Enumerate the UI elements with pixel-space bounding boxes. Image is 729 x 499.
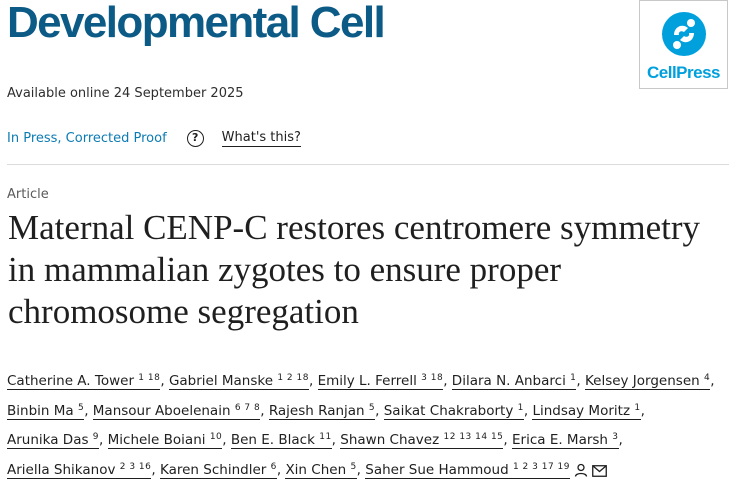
author-name-link[interactable]: Dilara N. Anbarci 1 (451, 373, 577, 390)
author-affiliation-numbers: 4 (704, 373, 711, 383)
author-item: Rajesh Ranjan 5, (268, 402, 380, 420)
author-affiliation-numbers: 3 (612, 432, 619, 442)
author-name-link[interactable]: Gabriel Manske 1 2 18 (168, 373, 309, 390)
author-name-link[interactable]: Rajesh Ranjan 5 (268, 402, 376, 420)
author-item: Shawn Chavez 12 13 14 15, (340, 432, 508, 449)
author-item: Ben E. Black 11, (230, 432, 336, 449)
author-affiliation-numbers: 5 (368, 402, 376, 413)
article-status-row: In Press, Corrected Proof ? What's this? (7, 127, 301, 149)
author-name-link[interactable]: Catherine A. Tower 1 18 (7, 373, 161, 390)
author-item: Arunika Das 9, (7, 432, 103, 449)
author-affiliation-numbers: 1 2 3 17 19 (512, 461, 570, 472)
author-name-link[interactable]: Karen Schindler 6 (159, 461, 277, 479)
author-name-link[interactable]: Saikat Chakraborty 1 (383, 402, 524, 420)
author-affiliation-numbers: 1 2 18 (277, 373, 309, 383)
author-item: Kelsey Jorgensen 4, (584, 373, 715, 390)
author-item: Dilara N. Anbarci 1, (451, 373, 581, 390)
author-separator: , (640, 402, 645, 419)
cellpress-mark-icon (662, 12, 706, 56)
author-separator: , (160, 373, 165, 389)
author-affiliation-numbers: 3 18 (421, 373, 444, 383)
availability-date: Available online 24 September 2025 (7, 86, 244, 101)
author-item: Xin Chen 5, (285, 461, 361, 479)
author-name-link[interactable]: Binbin Ma 5 (7, 402, 85, 420)
author-name-link[interactable]: Michele Boiani 10 (107, 432, 223, 449)
author-affiliation-numbers: 12 13 14 15 (443, 432, 504, 442)
author-separator: , (503, 432, 508, 448)
article-title: Maternal CENP-C restores centromere symm… (8, 208, 701, 331)
author-name-link[interactable]: Saher Sue Hammoud 1 2 3 17 19 (365, 461, 570, 479)
author-name-link[interactable]: Lindsay Moritz 1 (532, 402, 641, 420)
author-item: Catherine A. Tower 1 18, (7, 373, 165, 390)
author-affiliation-numbers: 1 18 (138, 373, 161, 383)
author-separator: , (276, 461, 282, 478)
author-affiliation-numbers: 1 (517, 402, 524, 413)
author-name-link[interactable]: Emily L. Ferrell 3 18 (317, 373, 444, 390)
person-icon[interactable] (574, 460, 588, 487)
in-press-link[interactable]: In Press, Corrected Proof (7, 130, 167, 146)
article-type: Article (7, 187, 49, 202)
author-affiliation-numbers: 9 (92, 432, 100, 442)
author-item: Ariella Shikanov 2 3 16, (7, 461, 156, 479)
author-item: Saikat Chakraborty 1, (383, 402, 529, 420)
author-name-link[interactable]: Kelsey Jorgensen 4 (584, 373, 711, 390)
author-separator: , (331, 432, 336, 448)
author-name-link[interactable]: Ben E. Black 11 (230, 432, 332, 449)
author-item: Erica E. Marsh 3, (512, 432, 623, 449)
author-affiliation-numbers: 1 (570, 373, 577, 383)
author-separator: , (523, 402, 529, 419)
author-affiliation-numbers: 5 (77, 402, 85, 413)
author-affiliation-numbers: 2 3 16 (119, 461, 152, 472)
author-list: Catherine A. Tower 1 18, Gabriel Manske … (7, 365, 722, 486)
author-name-link[interactable]: Arunika Das 9 (7, 432, 100, 449)
author-item: Gabriel Manske 1 2 18, (168, 373, 314, 390)
author-separator: , (356, 461, 361, 478)
author-separator: , (99, 432, 104, 448)
journal-title-link[interactable]: Developmental Cell (7, 0, 386, 47)
author-affiliation-numbers: 10 (209, 432, 223, 442)
author-separator: , (260, 402, 265, 419)
author-item: Karen Schindler 6, (159, 461, 282, 479)
author-separator: , (375, 402, 380, 419)
author-separator: , (710, 373, 715, 389)
cellpress-logo[interactable]: CellPress (639, 0, 728, 89)
author-separator: , (222, 432, 227, 448)
author-item: Lindsay Moritz 1, (532, 402, 645, 420)
author-separator: , (151, 461, 156, 478)
cellpress-logo-text: CellPress (647, 63, 721, 82)
author-separator: , (576, 373, 581, 389)
author-affiliation-numbers: 6 7 8 (234, 402, 261, 413)
author-affiliation-numbers: 11 (319, 432, 332, 442)
envelope-icon[interactable] (592, 460, 607, 487)
author-name-link[interactable]: Mansour Aboelenain 6 7 8 (92, 402, 261, 420)
author-name-link[interactable]: Shawn Chavez 12 13 14 15 (340, 432, 504, 449)
author-item: Mansour Aboelenain 6 7 8, (92, 402, 265, 420)
author-item: Binbin Ma 5, (7, 402, 89, 420)
author-item: Michele Boiani 10, (107, 432, 227, 449)
author-separator: , (443, 373, 448, 389)
help-icon[interactable]: ? (186, 129, 204, 147)
author-name-link[interactable]: Ariella Shikanov 2 3 16 (7, 461, 152, 479)
author-item: Saher Sue Hammoud 1 2 3 17 19 (365, 461, 607, 479)
author-separator: , (84, 402, 89, 419)
author-affiliation-numbers: 6 (270, 461, 277, 472)
author-separator: , (618, 432, 623, 448)
author-name-link[interactable]: Xin Chen 5 (285, 461, 357, 479)
divider (7, 164, 729, 165)
author-item: Emily L. Ferrell 3 18, (317, 373, 448, 390)
whats-this-link[interactable]: What's this? (221, 129, 301, 147)
author-affiliation-numbers: 5 (350, 461, 357, 472)
author-separator: , (308, 373, 314, 389)
author-affiliation-numbers: 1 (634, 402, 641, 413)
author-name-link[interactable]: Erica E. Marsh 3 (512, 432, 619, 449)
